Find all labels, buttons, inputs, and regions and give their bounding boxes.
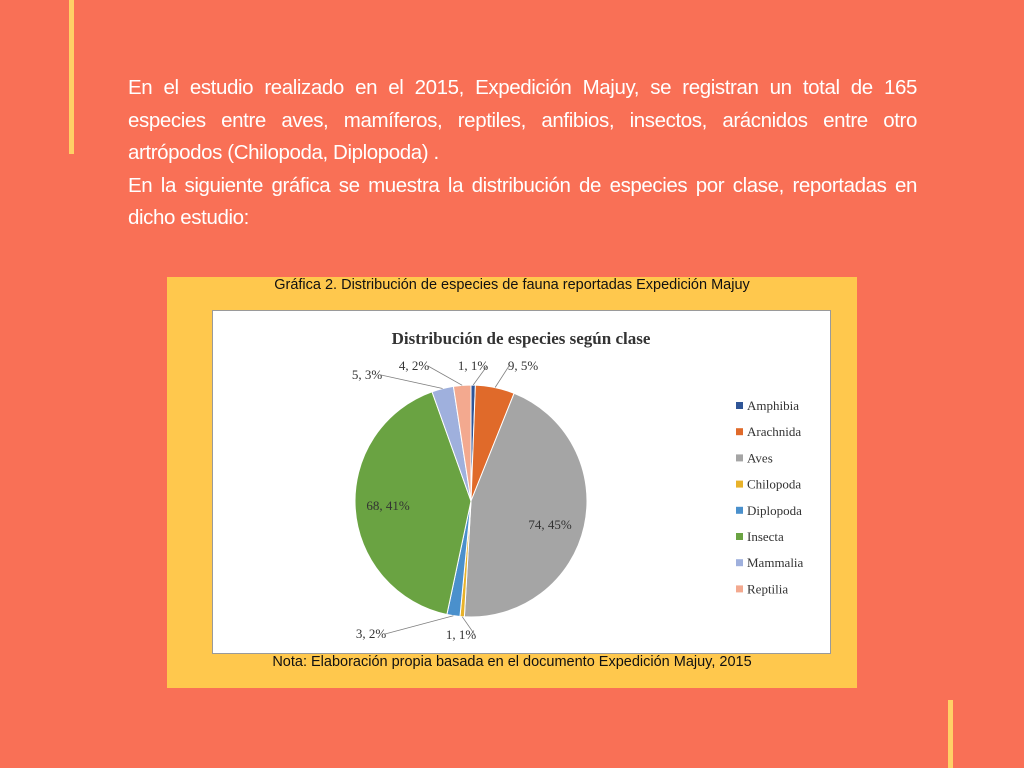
data-label-insecta: 68, 41% [366, 498, 410, 513]
chart-title: Distribución de especies según clase [392, 329, 651, 348]
right-accent-bar [948, 700, 953, 768]
legend-label-chilopoda: Chilopoda [747, 477, 801, 492]
legend-swatch-insecta [736, 533, 743, 540]
legend-label-reptilia: Reptilia [747, 581, 788, 596]
legend-swatch-chilopoda [736, 480, 743, 488]
legend-swatch-amphibia [736, 402, 743, 409]
data-label-reptilia: 4, 2% [399, 358, 430, 373]
legend-label-aves: Aves [747, 450, 773, 465]
leader-line-amphibia [472, 365, 488, 386]
leader-line-chilopoda [461, 616, 476, 636]
figure-card: Gráfica 2. Distribución de especies de f… [167, 277, 857, 688]
pie-chart: Distribución de especies según clase 1, … [352, 329, 804, 642]
leader-line-diplopoda [384, 615, 454, 635]
legend-swatch-arachnida [736, 428, 743, 436]
data-label-arachnida: 9, 5% [508, 358, 539, 373]
intro-paragraph-2: En la siguiente gráfica se muestra la di… [128, 173, 917, 230]
figure-caption: Gráfica 2. Distribución de especies de f… [274, 277, 750, 293]
pie-slice-insecta [354, 391, 472, 616]
legend-label-amphibia: Amphibia [747, 398, 799, 413]
legend-swatch-reptilia [736, 585, 743, 593]
pie-slice-aves [463, 392, 588, 618]
figure-note: Nota: Elaboración propia basada en el do… [272, 654, 752, 670]
leader-line-reptilia [427, 365, 463, 386]
data-label-amphibia: 1, 1% [458, 358, 489, 373]
data-label-mammalia: 5, 3% [352, 367, 383, 382]
data-label-aves: 74, 45% [528, 517, 572, 532]
intro-paragraph-1: En el estudio realizado en el 2015, Expe… [128, 76, 917, 164]
legend-swatch-diplopoda [736, 506, 743, 514]
legend-label-diplopoda: Diplopoda [747, 503, 802, 518]
data-label-chilopoda: 1, 1% [446, 627, 477, 642]
data-label-diplopoda: 3, 2% [356, 626, 387, 641]
leader-line-mammalia [380, 374, 443, 389]
leader-line-arachnida [494, 365, 510, 388]
intro-text: En el estudio realizado en el 2015, Expe… [128, 72, 917, 235]
legend-swatch-aves [736, 454, 743, 462]
chart-frame: Distribución de especies según clase 1, … [212, 310, 831, 654]
legend-label-insecta: Insecta [747, 529, 784, 544]
legend-swatch-mammalia [736, 559, 743, 567]
legend-label-arachnida: Arachnida [747, 424, 801, 439]
legend-label-mammalia: Mammalia [747, 555, 804, 570]
left-accent-bar [69, 0, 74, 154]
